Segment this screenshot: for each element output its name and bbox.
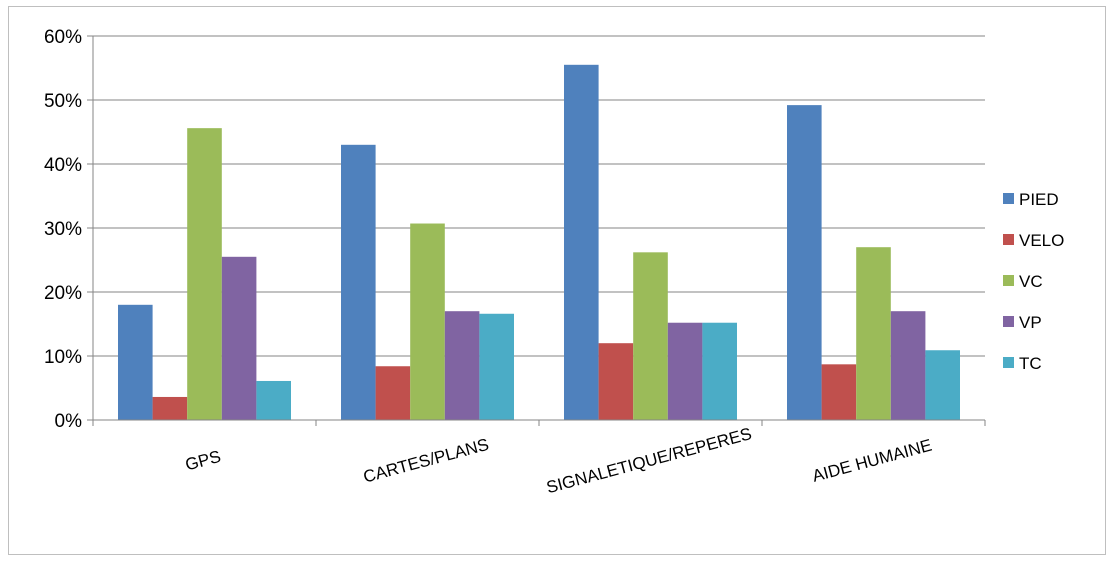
y-tick-label: 10% [44,347,82,368]
bar-velo-2 [598,343,634,420]
y-tick-label: 0% [55,411,83,432]
y-tick-label: 40% [44,155,82,176]
y-tick-label: 50% [44,91,82,112]
bar-vp-0 [221,256,257,420]
x-category-label: GPS [183,447,223,475]
bar-tc-1 [479,313,514,420]
bar-velo-1 [375,366,411,420]
bar-pied-2 [564,64,599,421]
y-tick-label: 20% [44,283,82,304]
bar-vc-2 [633,252,668,420]
y-tick-label: 30% [44,219,82,240]
bar-pied-3 [787,105,822,421]
legend-label-vp: VP [1019,313,1042,332]
bar-vp-3 [890,311,926,420]
x-axis-category-labels: GPS CARTES/PLANS SIGNALETIQUE/REPERES AIDE … [183,424,934,497]
bar-tc-2 [702,322,737,420]
bar-velo-3 [821,364,857,420]
bar-pied-0 [118,304,153,420]
x-category-label: CARTES/PLANS [361,435,491,487]
legend-swatch-velo [1003,234,1014,245]
legend-label-velo: VELO [1019,231,1064,250]
bar-velo-0 [152,396,188,420]
legend-swatch-pied [1003,193,1014,204]
bar-vc-1 [410,223,445,420]
x-category-label: AIDE HUMAINE [810,436,934,486]
legend-swatch-vp [1003,316,1014,327]
y-tick-label: 60% [44,27,82,48]
legend: PIED VELO VC VP TC [1003,190,1064,373]
bar-vp-1 [444,311,480,420]
legend-label-pied: PIED [1019,190,1059,209]
bar-vc-0 [187,128,222,420]
bar-tc-0 [256,380,291,420]
bars [118,64,960,421]
legend-swatch-vc [1003,275,1014,286]
bar-vc-3 [856,247,891,420]
bar-vp-2 [667,322,703,420]
x-category-label: SIGNALETIQUE/REPERES [544,424,753,497]
legend-label-vc: VC [1019,272,1043,291]
legend-swatch-tc [1003,357,1014,368]
axes [87,35,986,426]
bar-tc-3 [925,350,960,420]
legend-label-tc: TC [1019,354,1042,373]
y-axis-tick-labels: 0% 10% 20% 30% 40% 50% 60% [44,27,82,432]
bar-pied-1 [341,144,376,421]
